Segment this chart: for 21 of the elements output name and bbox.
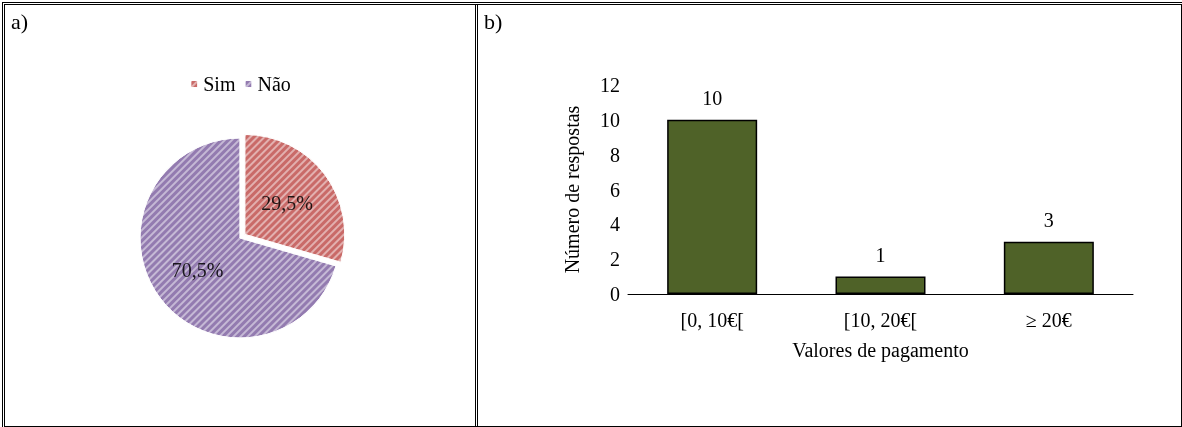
y-tick-label: 8 [610,143,620,166]
y-tick-label: 4 [610,213,620,236]
data-label: 29,5% [261,191,314,214]
x-tick-label: [0, 10€[ [680,309,744,331]
x-tick-label: ≥ 20€ [1025,309,1072,331]
y-tick-label: 0 [610,283,620,305]
text: a) [11,9,29,35]
y-tick-label: 10 [600,108,620,131]
data-label: 1 [875,243,886,266]
x-axis-title: Valores de pagamento [792,339,969,362]
data-label: 70,5% [171,258,224,281]
x-tick-label: [10, 20€[ [843,309,918,331]
data-label: 3 [1043,208,1054,231]
data-label: 10 [702,86,723,109]
y-tick-label: 6 [610,178,620,201]
legend-label: Sim [203,73,236,95]
y-tick-label: 12 [600,74,620,96]
y-tick-label: 2 [610,248,620,271]
legend-label: Não [257,73,291,95]
y-axis-title: Número de respostas [561,105,584,274]
text: b) [484,9,503,35]
